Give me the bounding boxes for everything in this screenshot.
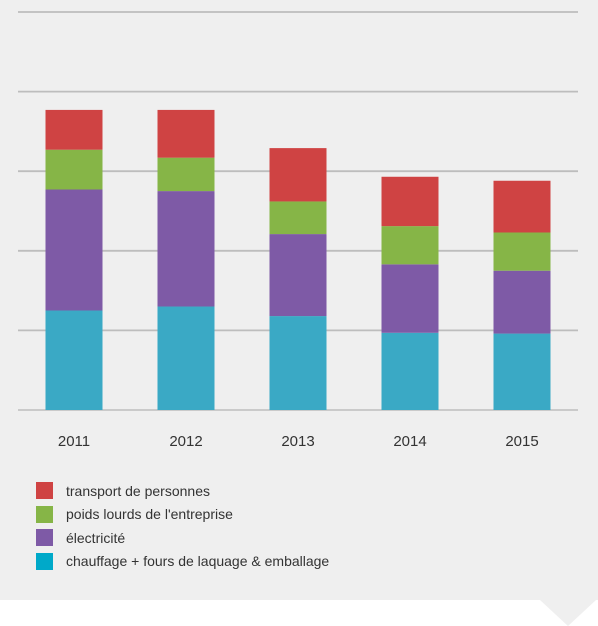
bar-segment <box>493 180 551 233</box>
card-pointer <box>540 600 596 626</box>
bar-segment <box>157 306 215 410</box>
stacked-bar-chart: 2011 2012 2013 2014 2015 <box>18 11 578 450</box>
x-tick-label: 2013 <box>281 433 314 450</box>
bar-segment <box>269 316 327 410</box>
bar-segment <box>381 226 439 265</box>
legend-item-transport: transport de personnes <box>36 479 329 503</box>
x-tick-label: 2015 <box>505 433 538 450</box>
bar-segment <box>157 191 215 307</box>
bar-segment <box>269 148 327 202</box>
x-tick-label: 2012 <box>169 433 202 450</box>
bar-segment <box>157 109 215 158</box>
x-tick-label: 2014 <box>393 433 426 450</box>
bar-segment <box>45 149 103 190</box>
legend-label: transport de personnes <box>66 482 210 499</box>
legend-swatch <box>36 505 53 523</box>
bar-segment <box>493 270 551 334</box>
bar-segment <box>493 333 551 410</box>
legend: transport de personnes poids lourds de l… <box>36 479 329 573</box>
x-axis-ticks: 2011 2012 2013 2014 2015 <box>58 433 539 450</box>
legend-item-electricite: électricité <box>36 526 329 550</box>
legend-label: chauffage + fours de laquage & emballage <box>66 553 330 570</box>
legend-swatch <box>36 529 53 547</box>
legend-swatch <box>36 482 53 500</box>
legend-item-chauffage: chauffage + fours de laquage & emballage <box>36 550 329 574</box>
bar-segment <box>45 109 103 150</box>
bar-segment <box>381 264 439 333</box>
bar-segment <box>157 157 215 192</box>
bars <box>45 109 551 410</box>
legend-swatch <box>36 552 53 570</box>
x-tick-label: 2011 <box>58 433 90 450</box>
legend-label: poids lourds de l'entreprise <box>66 506 233 523</box>
bar-segment <box>45 310 103 410</box>
bar-segment <box>269 201 327 235</box>
bar-segment <box>269 234 327 317</box>
bar-segment <box>381 176 439 227</box>
bar-segment <box>45 189 103 311</box>
bar-segment <box>493 232 551 271</box>
legend-item-poids-lourds: poids lourds de l'entreprise <box>36 503 329 527</box>
legend-label: électricité <box>66 529 126 546</box>
bar-segment <box>381 332 439 410</box>
